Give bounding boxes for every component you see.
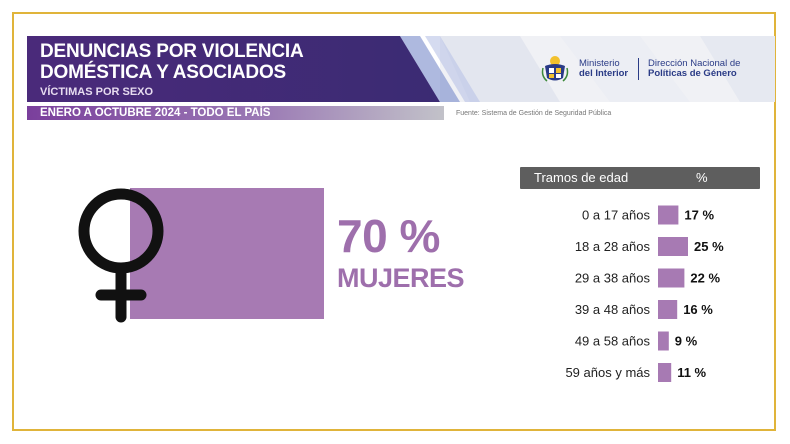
ministry-logo: Ministerio del Interior xyxy=(579,59,628,79)
ministry-line-2: del Interior xyxy=(579,68,629,79)
age-bar xyxy=(658,300,678,319)
title-line-1: DENUNCIAS POR VIOLENCIA xyxy=(40,41,304,62)
age-range-label: 49 a 58 años xyxy=(575,334,651,349)
period-bar xyxy=(27,106,444,120)
women-share-block xyxy=(130,188,324,319)
direction-line-2: Políticas de Género xyxy=(648,68,737,79)
women-percentage: 70 % xyxy=(337,210,440,262)
gender-policy-logo: Dirección Nacional de Políticas de Géner… xyxy=(648,59,740,79)
age-bar xyxy=(658,268,685,288)
logo-divider xyxy=(638,58,639,80)
age-range-label: 59 años y más xyxy=(565,365,650,380)
age-bar xyxy=(658,237,688,256)
age-distribution-chart: 0 a 17 años 17 % 18 a 28 años 25 % 29 a 38 a… xyxy=(520,198,760,390)
age-value-label: 25 % xyxy=(694,239,724,254)
age-bar xyxy=(658,363,672,382)
content-frame xyxy=(12,12,776,431)
age-value-label: 17 % xyxy=(684,208,714,223)
age-value-label: 9 % xyxy=(675,334,698,349)
age-value-label: 16 % xyxy=(683,302,713,317)
national-emblem-icon xyxy=(541,56,569,82)
age-range-label: 39 a 48 años xyxy=(575,302,651,317)
women-label: MUJERES xyxy=(337,263,465,293)
direction-line-1: Dirección Nacional de xyxy=(648,58,741,69)
header-banner xyxy=(0,36,790,102)
ministry-line-1: Ministerio xyxy=(579,58,620,69)
age-bar xyxy=(658,205,679,225)
age-table-header: Tramos de edad % xyxy=(520,167,760,189)
source-note: Fuente: Sistema de Gestión de Seguridad … xyxy=(456,110,612,117)
age-value-label: 22 % xyxy=(690,271,720,286)
age-bar xyxy=(658,331,669,351)
age-range-label: 18 a 28 años xyxy=(575,239,651,254)
age-range-label: 29 a 38 años xyxy=(575,271,651,286)
title-line-2: DOMÉSTICA Y ASOCIADOS xyxy=(40,62,287,83)
page-subtitle: VÍCTIMAS POR SEXO xyxy=(40,86,154,98)
page-title: DENUNCIAS POR VIOLENCIA DOMÉSTICA Y ASOC… xyxy=(40,41,304,83)
age-range-label: 0 a 17 años xyxy=(582,208,650,223)
percent-column-header: % xyxy=(696,170,708,185)
period-label: ENERO A OCTUBRE 2024 - TODO EL PAÍS xyxy=(40,107,271,119)
female-symbol-icon xyxy=(78,188,164,323)
age-value-label: 11 % xyxy=(677,365,706,380)
age-column-header: Tramos de edad xyxy=(534,170,629,185)
